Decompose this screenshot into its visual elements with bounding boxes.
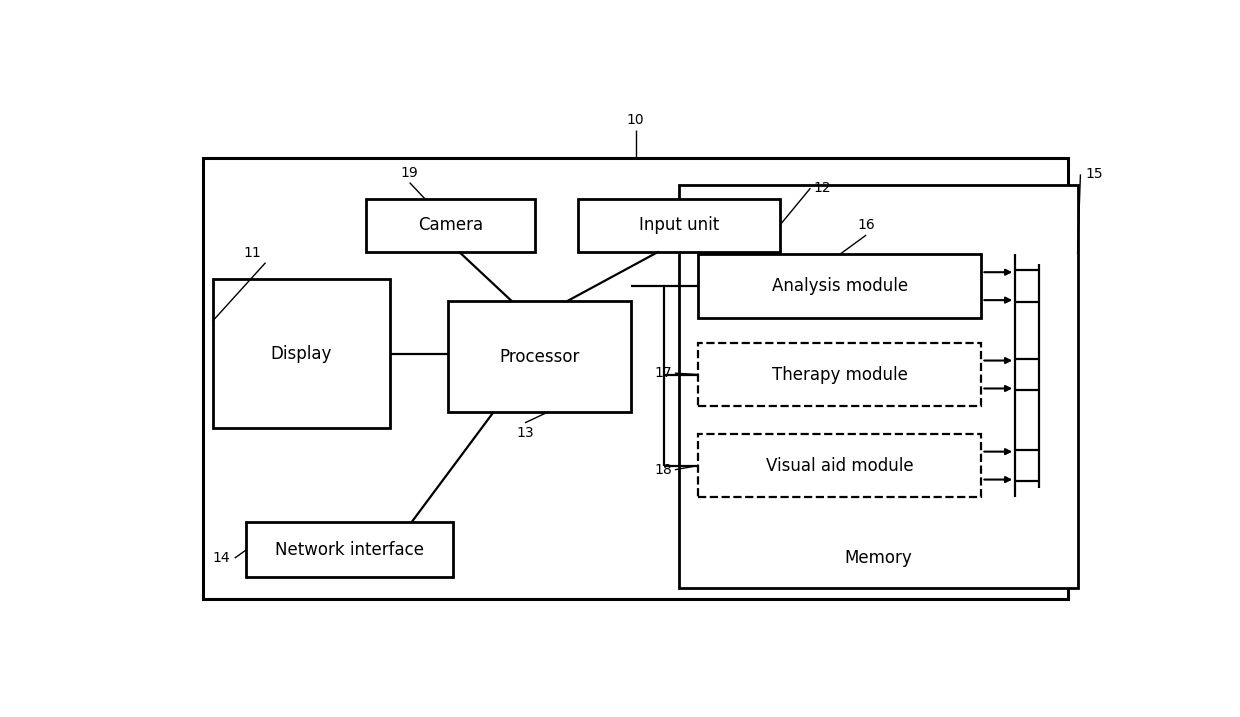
Bar xyxy=(698,434,981,498)
Text: Network interface: Network interface xyxy=(275,541,424,559)
Text: 11: 11 xyxy=(243,246,260,260)
Text: 17: 17 xyxy=(655,366,672,380)
Text: Input unit: Input unit xyxy=(639,217,719,234)
Text: 19: 19 xyxy=(401,166,419,180)
Text: Therapy module: Therapy module xyxy=(771,366,908,384)
Bar xyxy=(247,522,453,577)
Text: Visual aid module: Visual aid module xyxy=(766,457,914,475)
Text: 12: 12 xyxy=(813,181,831,195)
Text: 10: 10 xyxy=(626,113,645,128)
Bar xyxy=(678,186,1078,589)
Text: Display: Display xyxy=(270,345,332,363)
Bar xyxy=(578,199,780,252)
Text: 15: 15 xyxy=(1085,167,1102,181)
Bar xyxy=(213,279,391,428)
Bar xyxy=(448,301,631,412)
Text: Analysis module: Analysis module xyxy=(771,277,908,295)
Bar xyxy=(367,199,534,252)
Bar xyxy=(698,255,981,318)
Text: 18: 18 xyxy=(655,462,672,477)
Bar xyxy=(698,343,981,407)
Text: 16: 16 xyxy=(857,219,875,232)
Text: 14: 14 xyxy=(212,551,229,565)
Text: 13: 13 xyxy=(516,426,533,440)
Text: Memory: Memory xyxy=(844,549,913,567)
Text: Processor: Processor xyxy=(500,348,579,366)
Bar xyxy=(203,158,1068,599)
Text: Camera: Camera xyxy=(418,217,484,234)
